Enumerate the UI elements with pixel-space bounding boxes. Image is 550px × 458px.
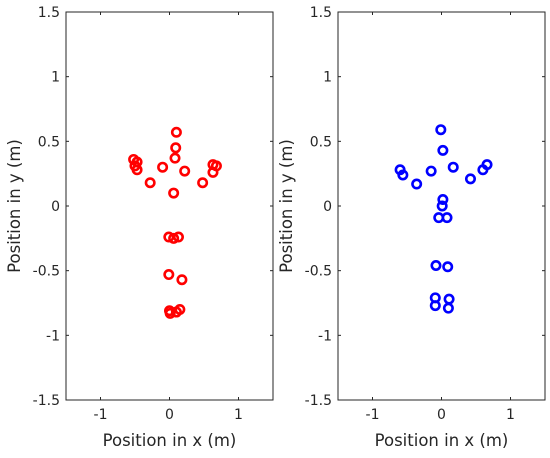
data-point xyxy=(170,126,182,138)
chart-panel-2: -1.5 -1 -0.5 0 0.5 1 1.5 -1 0 1 Position in x (m) P… xyxy=(277,5,546,450)
data-point xyxy=(170,142,182,154)
data-point xyxy=(397,169,409,181)
data-point xyxy=(144,177,156,189)
data-point xyxy=(197,177,209,189)
data-point xyxy=(436,200,448,212)
data-point xyxy=(447,161,459,173)
data-point xyxy=(425,165,437,177)
y-tick-label: -1.5 xyxy=(305,393,332,409)
y-tick-label: 0 xyxy=(51,199,60,215)
x-tick-label: 0 xyxy=(437,407,446,423)
y-tick-label: 0 xyxy=(323,199,332,215)
x-tick-label: -1 xyxy=(366,407,380,423)
x-tick-label: 0 xyxy=(165,407,174,423)
data-point xyxy=(429,300,441,312)
y-tick-label: -0.5 xyxy=(305,264,332,280)
data-point xyxy=(437,194,449,206)
data-point xyxy=(442,261,454,273)
data-point xyxy=(131,164,143,176)
data-point xyxy=(157,161,169,173)
data-point xyxy=(207,166,219,178)
x-axis-title: Position in x (m) xyxy=(375,431,509,450)
data-point xyxy=(169,152,181,164)
y-tick-label: 0.5 xyxy=(38,134,60,150)
y-tick-label: -1 xyxy=(46,328,60,344)
plot-area xyxy=(65,11,274,401)
y-tick-label: 1.5 xyxy=(310,5,332,21)
y-tick-label: 1 xyxy=(51,70,60,86)
data-point xyxy=(174,303,186,315)
data-point xyxy=(481,159,493,171)
data-point xyxy=(441,212,453,224)
data-point xyxy=(464,173,476,185)
y-tick-label: -1 xyxy=(318,328,332,344)
x-tick-label: 1 xyxy=(234,407,243,423)
data-point xyxy=(168,187,180,199)
y-tick-label: 1.5 xyxy=(38,5,60,21)
data-point xyxy=(176,274,188,286)
data-point xyxy=(411,178,423,190)
data-point xyxy=(163,269,175,281)
x-tick-label: 1 xyxy=(506,407,515,423)
y-tick-label: 1 xyxy=(323,70,332,86)
data-point xyxy=(437,144,449,156)
chart-panel-1: -1.5 -1 -0.5 0 0.5 1 1.5 -1 0 1 Position in x (m) P… xyxy=(5,5,274,450)
x-axis-title: Position in x (m) xyxy=(103,431,237,450)
data-point xyxy=(168,232,180,244)
data-point xyxy=(179,165,191,177)
data-point xyxy=(435,124,447,136)
plot-area xyxy=(337,11,546,401)
y-axis-title: Position in y (m) xyxy=(5,139,24,273)
y-tick-label: 0.5 xyxy=(310,134,332,150)
data-point xyxy=(442,302,454,314)
data-point xyxy=(430,259,442,271)
y-tick-label: -1.5 xyxy=(33,393,60,409)
data-point xyxy=(172,231,184,243)
y-axis-title: Position in y (m) xyxy=(277,139,296,273)
x-tick-label: -1 xyxy=(94,407,108,423)
y-tick-label: -0.5 xyxy=(33,264,60,280)
data-point xyxy=(164,307,176,319)
